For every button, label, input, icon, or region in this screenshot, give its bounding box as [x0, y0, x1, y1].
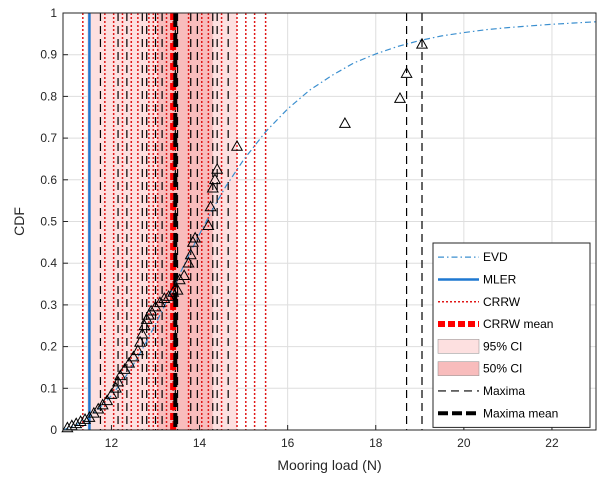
observation-marker	[162, 290, 175, 301]
observation-marker	[171, 283, 184, 295]
observation-marker	[131, 344, 144, 356]
observation-marker	[184, 248, 197, 260]
x-tick-label: 12	[105, 436, 119, 450]
observation-marker	[100, 394, 114, 406]
legend-box	[432, 242, 591, 428]
observation-marker	[138, 319, 151, 331]
legend-swatch	[437, 339, 480, 354]
legend: EVD MLER CRRW CRRW mean 95% CI 50% CI Maxima Ma…	[432, 242, 591, 428]
y-tick-label: 0.1	[40, 381, 57, 395]
y-tick-label: 0.7	[40, 131, 57, 145]
observation-marker	[393, 91, 407, 103]
x-tick-label: 18	[369, 436, 383, 450]
observation-marker	[118, 363, 131, 374]
observation-marker	[145, 304, 158, 316]
observation-marker	[167, 285, 180, 297]
axis-ticks: 12 14 16 18 20 22 0 0.1 0.2 0.3 0.4 0.5 0.6 0.7 0.8 0.9…	[40, 6, 559, 450]
y-tick-label: 0	[50, 423, 57, 437]
observation-marker	[114, 369, 127, 381]
y-tick-label: 0.9	[40, 48, 57, 62]
observation-marker	[105, 388, 118, 399]
observation-marker	[83, 410, 96, 422]
observation-marker	[96, 398, 109, 410]
y-axis-title: CDF	[11, 207, 27, 236]
evd-layer	[62, 21, 597, 431]
observation-marker	[61, 421, 74, 433]
observation-marker	[92, 402, 105, 414]
observation-marker	[400, 66, 413, 78]
y-tick-label: 1	[50, 6, 57, 20]
legend-label: CRRW	[483, 295, 521, 309]
y-tick-label: 0.8	[40, 89, 57, 103]
x-axis-title: Mooring load (N)	[277, 457, 381, 473]
observation-marker	[136, 327, 149, 339]
y-tick-label: 0.6	[40, 173, 57, 187]
vertical-lines	[82, 13, 423, 430]
legend-label: EVD	[483, 250, 508, 264]
y-tick-label: 0.2	[40, 340, 57, 354]
observations-layer	[61, 37, 429, 433]
observation-marker	[122, 356, 136, 368]
y-tick-label: 0.5	[40, 215, 57, 229]
x-tick-label: 22	[545, 436, 559, 450]
observation-marker	[208, 173, 222, 185]
observation-marker	[70, 417, 83, 429]
observation-marker	[415, 37, 429, 49]
x-tick-label: 14	[193, 436, 207, 450]
legend-label: Maxima mean	[483, 406, 558, 420]
legend-swatch	[437, 361, 480, 376]
observation-marker	[204, 200, 217, 212]
observation-marker	[230, 139, 244, 151]
observation-marker	[338, 116, 351, 128]
observation-marker	[111, 375, 125, 387]
observation-marker	[178, 269, 191, 281]
x-tick-label: 16	[281, 436, 295, 450]
legend-label: Maxima	[483, 384, 525, 398]
observation-marker	[158, 292, 171, 303]
legend-label: 50% CI	[483, 362, 522, 376]
observation-marker	[173, 273, 186, 285]
observation-marker	[127, 350, 140, 362]
observation-marker	[206, 181, 219, 193]
x-tick-label: 20	[457, 436, 471, 450]
observation-marker	[109, 381, 122, 393]
legend-label: 95% CI	[483, 339, 522, 353]
observation-marker	[74, 415, 87, 427]
observation-marker	[87, 406, 100, 418]
observation-marker	[189, 231, 202, 243]
y-tick-label: 0.4	[40, 256, 57, 270]
observation-marker	[211, 162, 224, 174]
observation-marker	[182, 256, 195, 268]
observation-marker	[134, 335, 147, 347]
evd-curve	[62, 21, 597, 431]
legend-label: CRRW mean	[483, 317, 553, 331]
observation-marker	[202, 219, 215, 231]
observation-marker	[153, 296, 166, 308]
observation-marker	[149, 300, 162, 312]
observation-marker	[78, 413, 92, 424]
legend-label: MLER	[483, 272, 517, 286]
y-tick-label: 0.3	[40, 298, 57, 312]
